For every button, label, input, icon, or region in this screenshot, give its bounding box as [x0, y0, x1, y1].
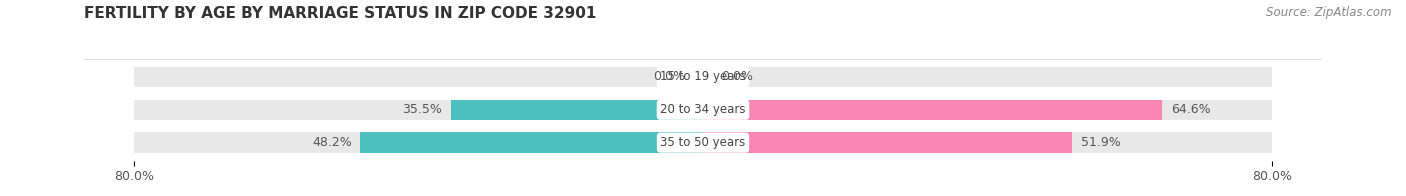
Bar — [134, 67, 703, 87]
Bar — [703, 100, 1272, 120]
Bar — [703, 100, 1163, 120]
Text: Source: ZipAtlas.com: Source: ZipAtlas.com — [1267, 6, 1392, 19]
Bar — [450, 100, 703, 120]
Text: 20 to 34 years: 20 to 34 years — [661, 103, 745, 116]
Text: 15 to 19 years: 15 to 19 years — [661, 70, 745, 83]
Text: 0.0%: 0.0% — [721, 70, 752, 83]
Text: FERTILITY BY AGE BY MARRIAGE STATUS IN ZIP CODE 32901: FERTILITY BY AGE BY MARRIAGE STATUS IN Z… — [84, 6, 596, 21]
Text: 51.9%: 51.9% — [1081, 136, 1121, 149]
Text: 35 to 50 years: 35 to 50 years — [661, 136, 745, 149]
Text: 35.5%: 35.5% — [402, 103, 441, 116]
Bar — [703, 132, 1272, 153]
Bar — [703, 132, 1071, 153]
Bar — [703, 67, 1272, 87]
Bar — [134, 100, 703, 120]
Text: 48.2%: 48.2% — [312, 136, 352, 149]
Text: 64.6%: 64.6% — [1171, 103, 1211, 116]
Bar — [134, 132, 703, 153]
Bar — [360, 132, 703, 153]
Text: 0.0%: 0.0% — [654, 70, 685, 83]
